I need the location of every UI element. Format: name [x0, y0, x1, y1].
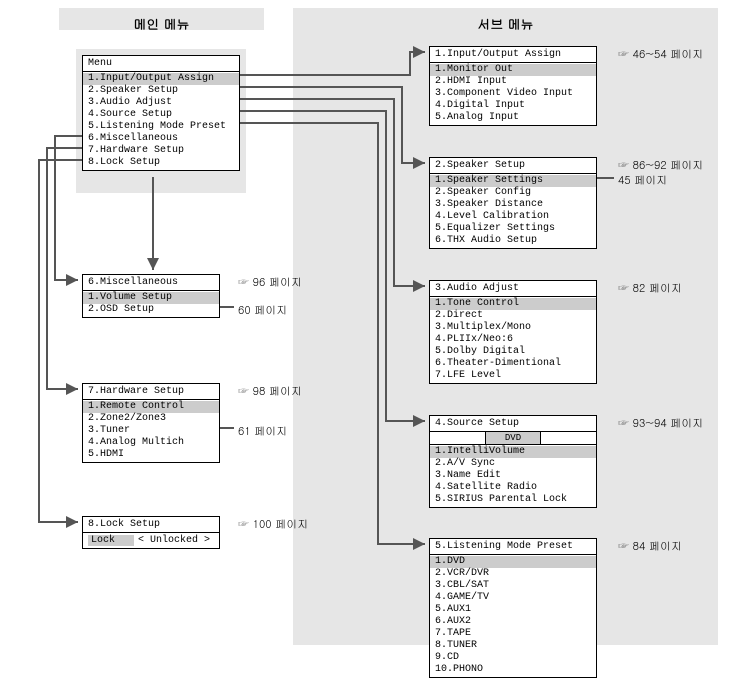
box-spk-title: 2.Speaker Setup — [430, 158, 596, 174]
box-hw-item-3[interactable]: 4.Analog Multich — [83, 437, 219, 449]
box-aa-item-4[interactable]: 5.Dolby Digital — [430, 346, 596, 358]
box-lmp-page: ☞ 84 페이지 — [618, 539, 682, 554]
box-aa: 3.Audio Adjust1.Tone Control2.Direct3.Mu… — [429, 280, 597, 384]
box-src-tab-0[interactable] — [430, 432, 485, 444]
box-aa-item-0[interactable]: 1.Tone Control — [430, 298, 596, 310]
main-menu-item-0[interactable]: 1.Input/Output Assign — [83, 73, 239, 85]
box-hw-item-1[interactable]: 2.Zone2/Zone3 — [83, 413, 219, 425]
box-lmp-item-1[interactable]: 2.VCR/DVR — [430, 568, 596, 580]
box-lmp-items: 1.DVD2.VCR/DVR3.CBL/SAT4.GAME/TV5.AUX16.… — [430, 555, 596, 677]
box-src: 4.Source Setup DVD 1.IntelliVolume2.A/V … — [429, 415, 597, 508]
box-hw-page: ☞ 98 페이지 — [238, 384, 302, 399]
box-lmp-item-3[interactable]: 4.GAME/TV — [430, 592, 596, 604]
box-lmp: 5.Listening Mode Preset1.DVD2.VCR/DVR3.C… — [429, 538, 597, 678]
box-lmp-item-9[interactable]: 10.PHONO — [430, 664, 596, 676]
main-menu-item-2[interactable]: 3.Audio Adjust — [83, 97, 239, 109]
box-spk-page: ☞ 86~92 페이지 — [618, 158, 703, 173]
box-lmp-item-0[interactable]: 1.DVD — [430, 556, 596, 568]
box-aa-page: ☞ 82 페이지 — [618, 281, 682, 296]
box-aa-item-5[interactable]: 6.Theater-Dimentional — [430, 358, 596, 370]
box-src-items: 1.IntelliVolume2.A/V Sync3.Name Edit4.Sa… — [430, 445, 596, 507]
box-io-page: ☞ 46~54 페이지 — [618, 47, 703, 62]
box-misc-title: 6.Miscellaneous — [83, 275, 219, 291]
box-aa-title: 3.Audio Adjust — [430, 281, 596, 297]
box-spk-items: 1.Speaker Settings2.Speaker Config3.Spea… — [430, 174, 596, 248]
main-menu: Menu1.Input/Output Assign2.Speaker Setup… — [82, 55, 240, 171]
box-src-item-4[interactable]: 5.SIRIUS Parental Lock — [430, 494, 596, 506]
box-src-tab-2[interactable] — [540, 432, 596, 444]
box-io: 1.Input/Output Assign1.Monitor Out2.HDMI… — [429, 46, 597, 126]
box-hw-item-4[interactable]: 5.HDMI — [83, 449, 219, 461]
box-lmp-title: 5.Listening Mode Preset — [430, 539, 596, 555]
box-io-item-2[interactable]: 3.Component Video Input — [430, 88, 596, 100]
box-io-item-3[interactable]: 4.Digital Input — [430, 100, 596, 112]
main-menu-item-6[interactable]: 7.Hardware Setup — [83, 145, 239, 157]
box-io-items: 1.Monitor Out2.HDMI Input3.Component Vid… — [430, 63, 596, 125]
box-misc-item-0[interactable]: 1.Volume Setup — [83, 292, 219, 304]
box-lock-page: ☞ 100 페이지 — [238, 517, 308, 532]
main-menu-title: Menu — [83, 56, 239, 72]
main-menu-item-4[interactable]: 5.Listening Mode Preset — [83, 121, 239, 133]
box-src-page: ☞ 93~94 페이지 — [618, 416, 703, 431]
box-lock-lock-row[interactable]: Lock< Unlocked > — [83, 533, 219, 548]
box-spk-item-5[interactable]: 6.THX Audio Setup — [430, 235, 596, 247]
box-aa-item-3[interactable]: 4.PLIIx/Neo:6 — [430, 334, 596, 346]
box-src-item-0[interactable]: 1.IntelliVolume — [430, 446, 596, 458]
box-lmp-item-5[interactable]: 6.AUX2 — [430, 616, 596, 628]
box-src-item-2[interactable]: 3.Name Edit — [430, 470, 596, 482]
box-misc-item-1[interactable]: 2.OSD Setup — [83, 304, 219, 316]
box-hw-title: 7.Hardware Setup — [83, 384, 219, 400]
box-lmp-item-6[interactable]: 7.TAPE — [430, 628, 596, 640]
box-aa-item-1[interactable]: 2.Direct — [430, 310, 596, 322]
box-spk: 2.Speaker Setup1.Speaker Settings2.Speak… — [429, 157, 597, 249]
box-io-item-0[interactable]: 1.Monitor Out — [430, 64, 596, 76]
box-src-item-1[interactable]: 2.A/V Sync — [430, 458, 596, 470]
box-spk-item-0[interactable]: 1.Speaker Settings — [430, 175, 596, 187]
box-hw-extra: 61 페이지 — [238, 424, 287, 439]
main-menu-item-3[interactable]: 4.Source Setup — [83, 109, 239, 121]
box-aa-item-2[interactable]: 3.Multiplex/Mono — [430, 322, 596, 334]
box-io-item-1[interactable]: 2.HDMI Input — [430, 76, 596, 88]
box-src-tab-1[interactable]: DVD — [485, 432, 541, 444]
left-panel-header: 메인 메뉴 — [59, 8, 264, 30]
box-lock-title: 8.Lock Setup — [83, 517, 219, 533]
box-aa-items: 1.Tone Control2.Direct3.Multiplex/Mono4.… — [430, 297, 596, 383]
box-spk-extra: 45 페이지 — [618, 173, 667, 188]
box-lmp-item-2[interactable]: 3.CBL/SAT — [430, 580, 596, 592]
box-spk-item-2[interactable]: 3.Speaker Distance — [430, 199, 596, 211]
box-lock: 8.Lock SetupLock< Unlocked > — [82, 516, 220, 549]
main-menu-item-1[interactable]: 2.Speaker Setup — [83, 85, 239, 97]
box-lmp-item-8[interactable]: 9.CD — [430, 652, 596, 664]
box-lmp-item-7[interactable]: 8.TUNER — [430, 640, 596, 652]
box-src-tabs: DVD — [430, 432, 596, 445]
box-misc-page: ☞ 96 페이지 — [238, 275, 302, 290]
box-misc-extra: 60 페이지 — [238, 303, 287, 318]
lock-label: Lock — [88, 535, 134, 546]
lock-value: < Unlocked > — [134, 535, 214, 546]
main-menu-item-5[interactable]: 6.Miscellaneous — [83, 133, 239, 145]
box-src-title: 4.Source Setup — [430, 416, 596, 432]
box-spk-item-3[interactable]: 4.Level Calibration — [430, 211, 596, 223]
box-misc-items: 1.Volume Setup2.OSD Setup — [83, 291, 219, 317]
left-title: 메인 메뉴 — [59, 14, 264, 33]
box-hw-item-2[interactable]: 3.Tuner — [83, 425, 219, 437]
box-hw-item-0[interactable]: 1.Remote Control — [83, 401, 219, 413]
box-io-title: 1.Input/Output Assign — [430, 47, 596, 63]
box-hw-items: 1.Remote Control2.Zone2/Zone33.Tuner4.An… — [83, 400, 219, 462]
box-hw: 7.Hardware Setup1.Remote Control2.Zone2/… — [82, 383, 220, 463]
box-spk-item-1[interactable]: 2.Speaker Config — [430, 187, 596, 199]
box-misc: 6.Miscellaneous1.Volume Setup2.OSD Setup — [82, 274, 220, 318]
box-lmp-item-4[interactable]: 5.AUX1 — [430, 604, 596, 616]
box-spk-item-4[interactable]: 5.Equalizer Settings — [430, 223, 596, 235]
box-src-item-3[interactable]: 4.Satellite Radio — [430, 482, 596, 494]
main-menu-item-7[interactable]: 8.Lock Setup — [83, 157, 239, 169]
right-title: 서브 메뉴 — [293, 14, 718, 33]
main-menu-items: 1.Input/Output Assign2.Speaker Setup3.Au… — [83, 72, 239, 170]
box-io-item-4[interactable]: 5.Analog Input — [430, 112, 596, 124]
arrow-7 — [39, 160, 82, 522]
box-aa-item-6[interactable]: 7.LFE Level — [430, 370, 596, 382]
